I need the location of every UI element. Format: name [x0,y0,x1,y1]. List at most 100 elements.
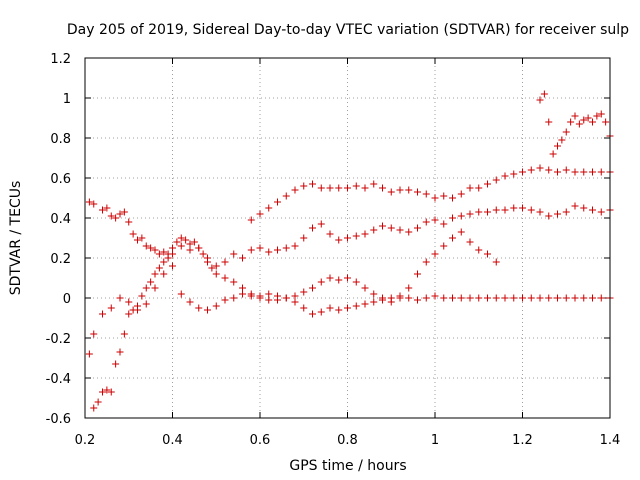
data-point [352,182,360,190]
data-point [554,294,561,302]
data-point [449,234,456,242]
data-point [151,270,159,278]
data-point [396,226,404,234]
data-point [186,298,194,306]
data-point [164,254,172,262]
data-point [177,234,185,242]
data-point [440,192,448,200]
data-point [239,284,246,292]
data-point [99,310,106,318]
data-point [396,294,404,302]
data-point [575,120,583,128]
data-point [361,300,369,308]
data-point [567,118,575,126]
data-point [475,294,483,302]
data-point [545,166,553,174]
data-point [134,306,141,314]
data-point [589,206,596,214]
data-point [265,290,273,298]
data-point [247,292,255,300]
data-point [256,244,264,252]
x-tick-label: 1.4 [600,433,621,448]
data-point [291,186,299,194]
data-point [85,350,93,358]
data-point [405,284,413,292]
data-point [160,258,168,266]
data-point [186,240,194,248]
data-point [274,246,281,254]
data-point [177,242,185,250]
data-point [405,294,413,302]
data-point [230,250,238,258]
data-point [510,204,518,212]
data-point [361,184,369,192]
data-point [527,166,535,174]
data-point [208,264,216,272]
data-point [440,220,448,228]
data-point [169,244,176,252]
data-point [387,224,395,232]
data-point [457,294,465,302]
data-point [247,216,255,224]
data-point [492,258,500,266]
data-point [545,212,553,220]
data-point [597,168,605,176]
data-point [492,176,500,184]
data-point [120,208,128,216]
data-point [300,288,308,296]
data-point [536,164,544,172]
data-point [112,360,120,368]
y-tick-label: 1 [63,92,71,107]
data-point [125,310,133,318]
data-point [90,404,98,412]
data-point [431,250,439,258]
data-point [134,236,141,244]
data-point [125,298,133,306]
data-point [484,250,491,258]
data-point [317,184,325,192]
data-point [352,302,360,310]
data-point [554,168,561,176]
data-point [147,278,155,286]
data-point [352,278,360,286]
data-point [422,190,430,198]
data-point [265,204,273,212]
data-point [142,300,150,308]
data-point [90,200,98,208]
data-point [155,264,163,272]
data-point [116,294,124,302]
data-point [519,204,526,212]
data-point [155,250,163,258]
data-point [492,206,500,214]
data-point [414,270,421,278]
data-point [90,330,98,338]
data-point [431,216,439,224]
data-point [160,248,168,256]
data-point [475,246,483,254]
x-tick-label: 0.4 [162,433,183,448]
data-point [379,184,386,192]
x-tick-label: 1.2 [512,433,533,448]
data-point [317,278,325,286]
data-point [431,292,439,300]
data-point [239,290,246,298]
data-point [265,296,273,304]
data-point [580,294,588,302]
data-point [527,206,535,214]
data-point [274,296,281,304]
data-point [405,228,413,236]
data-point [169,250,176,258]
data-point [387,298,395,306]
data-point [466,210,474,218]
axis-ticks: 0.2 0.4 0.6 0.8 1 1.2 1.4 -0.6 -0.4 -0.2 0 0.2 0.4 0.… [46,52,621,448]
y-tick-label: 1.2 [50,52,71,67]
data-point [300,304,308,312]
data-point [584,114,592,122]
data-point [344,184,351,192]
data-point [440,294,448,302]
data-point [562,166,570,174]
data-point [344,234,351,242]
data-point [405,186,413,194]
data-point [545,118,553,126]
data-point [221,274,229,282]
